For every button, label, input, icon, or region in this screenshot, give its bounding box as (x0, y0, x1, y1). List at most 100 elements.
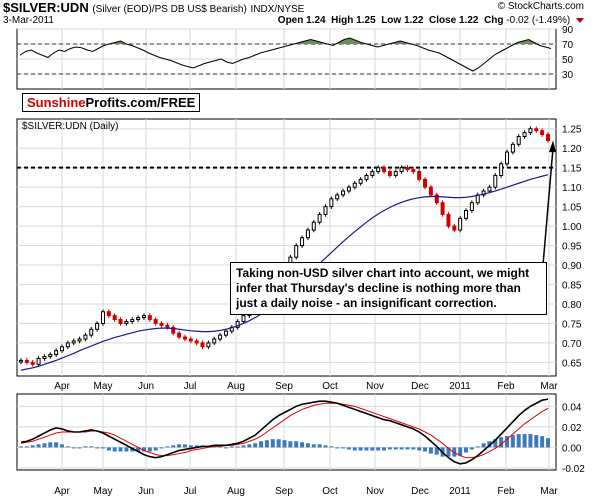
macd-histogram-bar (59, 444, 64, 448)
macd-histogram-bar (458, 447, 463, 456)
macd-histogram-bar (288, 441, 293, 448)
macd-histogram-bar (89, 446, 94, 448)
annotation-pointer-arrowhead (549, 140, 556, 153)
macd-histogram-bar (335, 447, 340, 449)
main-y-tick-label: 0.90 (562, 261, 582, 272)
price-candle (335, 194, 340, 200)
macd-histogram-bar (241, 445, 246, 448)
main-y-tick-label: 1.10 (562, 183, 582, 194)
macd-histogram-bar (352, 447, 357, 451)
macd-histogram-bar (71, 447, 76, 449)
macd-histogram-bar (499, 437, 504, 448)
macd-histogram-bar (516, 434, 521, 448)
main-x-tick-label: Dec (411, 381, 429, 392)
macd-histogram-bar (505, 436, 510, 448)
macd-x-tick-label: Jul (184, 486, 197, 497)
macd-histogram-bar (393, 447, 398, 450)
main-x-tick-label: Jun (138, 381, 154, 392)
macd-histogram-bar (376, 447, 381, 451)
macd-histogram-bar (106, 447, 111, 451)
macd-histogram-bar (405, 447, 410, 450)
macd-histogram-bar (112, 447, 117, 452)
rsi-line (19, 37, 552, 72)
macd-histogram-bar (48, 442, 53, 448)
annotation-box: Taking non-USD silver chart into account… (230, 262, 547, 315)
macd-histogram-bar (124, 447, 129, 452)
price-candle (534, 128, 539, 132)
price-candle (48, 354, 53, 358)
macd-y-tick-label: 0.04 (562, 402, 582, 413)
price-candle (147, 315, 152, 321)
macd-x-tick-label: Oct (322, 486, 338, 497)
price-candle (317, 213, 322, 223)
source-credit[interactable]: © StockCharts.com (497, 1, 584, 12)
macd-histogram-bar (42, 443, 47, 448)
macd-histogram-bar (83, 446, 88, 448)
main-x-tick-label: Jul (184, 381, 197, 392)
price-candle (19, 359, 23, 363)
price-candle (464, 210, 469, 219)
main-x-tick-label: May (94, 381, 113, 392)
price-candle (446, 213, 451, 227)
macd-histogram-bar (270, 439, 275, 448)
macd-histogram-bar (522, 434, 527, 448)
chart-date: 3-Mar-2011 (3, 15, 54, 26)
price-candle (311, 221, 316, 231)
price-candle (382, 167, 387, 173)
price-candle (387, 171, 392, 176)
main-x-tick-label: Apr (54, 381, 70, 392)
price-candle (165, 324, 170, 328)
price-candle (364, 174, 369, 180)
macd-x-tick-label: Sep (275, 486, 293, 497)
macd-histogram-bar (264, 440, 269, 448)
price-candle (440, 202, 445, 215)
macd-y-tick-label: 0.00 (562, 443, 582, 454)
price-candle (83, 334, 88, 340)
close-value: 1.22 (459, 15, 479, 26)
macd-histogram-bar (212, 446, 217, 448)
rsi-y-tick-label: 90 (562, 25, 574, 36)
price-candle (188, 338, 193, 342)
price-candle (65, 342, 70, 348)
macd-y-tick-label: -0.02 (562, 464, 585, 475)
price-candle (141, 315, 146, 319)
high-label: High (331, 15, 354, 26)
macd-histogram-bar (317, 444, 322, 448)
price-candle (452, 225, 457, 231)
macd-x-tick-label: 2011 (449, 486, 471, 497)
macd-histogram-bar (417, 447, 422, 451)
macd-histogram-bar (282, 440, 287, 448)
price-candle (399, 167, 404, 173)
macd-histogram-bar (329, 446, 334, 448)
price-candle (516, 136, 521, 145)
macd-histogram-bar (171, 445, 176, 448)
price-candle (341, 190, 346, 196)
macd-x-tick-label: Nov (366, 486, 384, 497)
price-candle (294, 245, 299, 258)
price-candle (95, 322, 100, 330)
macd-histogram-bar (54, 442, 59, 448)
macd-histogram-bar (358, 447, 363, 451)
price-candle (136, 317, 141, 321)
main-y-tick-label: 1.25 (562, 125, 582, 136)
macd-y-tick-label: 0.02 (562, 423, 582, 434)
price-candle (305, 229, 310, 239)
main-x-tick-label: Sep (275, 381, 293, 392)
macd-histogram-bar (235, 446, 240, 448)
macd-histogram-bar (223, 447, 228, 449)
macd-histogram-bar (65, 446, 70, 448)
brand-watermark: SunshineProfits.com/FREE (22, 93, 201, 112)
macd-histogram-bar (177, 444, 182, 448)
brand-part-sunshine: Sunshine (27, 95, 86, 110)
main-x-tick-label: Feb (497, 381, 515, 392)
macd-histogram-bar (481, 443, 486, 448)
price-candle (358, 178, 363, 184)
macd-x-tick-label: Dec (411, 486, 429, 497)
price-candle (200, 342, 205, 348)
price-candle (206, 342, 211, 348)
price-candle (218, 334, 223, 340)
main-y-tick-label: 0.80 (562, 300, 582, 311)
macd-histogram-bar (159, 447, 164, 449)
macd-histogram-bar (469, 447, 474, 450)
price-candle (106, 311, 111, 317)
